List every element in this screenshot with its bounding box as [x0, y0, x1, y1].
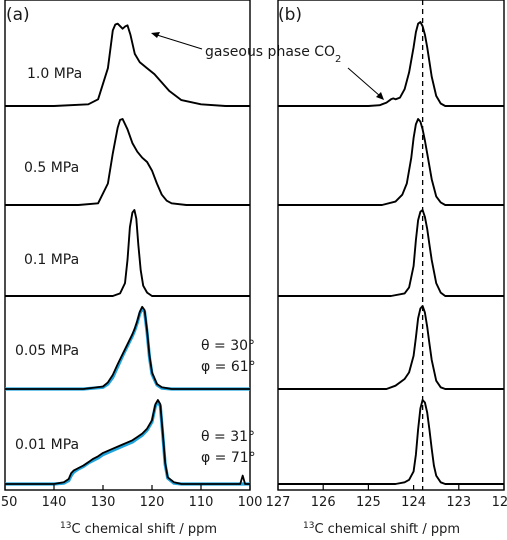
pressure-label: 0.5 MPa [24, 160, 79, 176]
panel-b-frame [277, 0, 505, 491]
tick-label: 124 [401, 495, 426, 510]
tick-label: 140 [42, 495, 67, 510]
spectrum-curve [278, 209, 504, 297]
panel-a-curves [5, 22, 250, 486]
fit-theta-0: θ = 30° [201, 338, 255, 354]
spectrum-curve [5, 305, 250, 390]
spectrum-curve [278, 305, 504, 390]
panel-a-label: (a) [6, 5, 30, 25]
fit-phi-0: φ = 61° [201, 359, 256, 375]
tick-label: 100 [238, 495, 263, 510]
panel-a-pressure-labels: 1.0 MPa 0.5 MPa 0.1 MPa 0.05 MPa 0.01 MPa [15, 66, 82, 453]
annotation-arrow-b [347, 67, 381, 97]
annotation-arrowhead-a [151, 32, 160, 38]
tick-label: 123 [446, 495, 471, 510]
panel-b-xlabel-text: C chemical shift / ppm [314, 522, 460, 537]
tick-label: 120 [140, 495, 165, 510]
fit-phi-1: φ = 71° [201, 450, 256, 466]
pressure-label: 0.01 MPa [15, 437, 79, 453]
tick-label: 127 [266, 495, 291, 510]
spectrum-curve [278, 118, 504, 206]
annotation-text: gaseous phase CO [205, 44, 335, 60]
tick-label: 150 [0, 495, 17, 510]
panel-b-ticks: 127 126 125 124 123 122 [266, 485, 507, 510]
panel-a-xlabel-text: C chemical shift / ppm [71, 522, 217, 537]
annotation-arrow-a [156, 34, 203, 50]
panel-a-frame [4, 0, 251, 491]
spectrum-curve [278, 21, 504, 107]
panel-a-xlabel-sup: 13 [60, 521, 71, 531]
tick-label: 126 [311, 495, 336, 510]
panel-b-curves [278, 21, 504, 485]
fit-theta-1: θ = 31° [201, 429, 255, 445]
gaseous-phase-annotation: gaseous phase CO2 [205, 44, 341, 65]
panel-b: (b) 127 126 125 124 123 122 13C chemical shif… [266, 0, 507, 537]
spectrum-curve [5, 209, 250, 297]
panel-b-xlabel-sup: 13 [303, 521, 314, 531]
annotation-arrowhead-b [376, 92, 384, 100]
panel-a: (a) 150 140 130 120 110 100 1.0 MPa 0.5 MPa 0.1… [0, 0, 341, 537]
annotation-arrows [151, 32, 384, 100]
pressure-label: 0.05 MPa [15, 343, 79, 359]
tick-label: 130 [91, 495, 116, 510]
pressure-label: 0.1 MPa [24, 252, 79, 268]
spectrum-curve [5, 399, 250, 485]
panel-a-xlabel: 13C chemical shift / ppm [60, 521, 217, 537]
annotation-subscript: 2 [335, 54, 341, 65]
tick-label: 125 [356, 495, 381, 510]
panel-b-xlabel: 13C chemical shift / ppm [303, 521, 460, 537]
tick-label: 122 [492, 495, 507, 510]
tick-label: 110 [189, 495, 214, 510]
pressure-label: 1.0 MPa [27, 66, 82, 82]
panel-b-label: (b) [278, 5, 302, 25]
spectrum-curve [5, 118, 250, 206]
spectrum-curve [5, 22, 250, 107]
spectrum-curve [278, 399, 504, 485]
panel-a-ticks: 150 140 130 120 110 100 [0, 485, 262, 510]
